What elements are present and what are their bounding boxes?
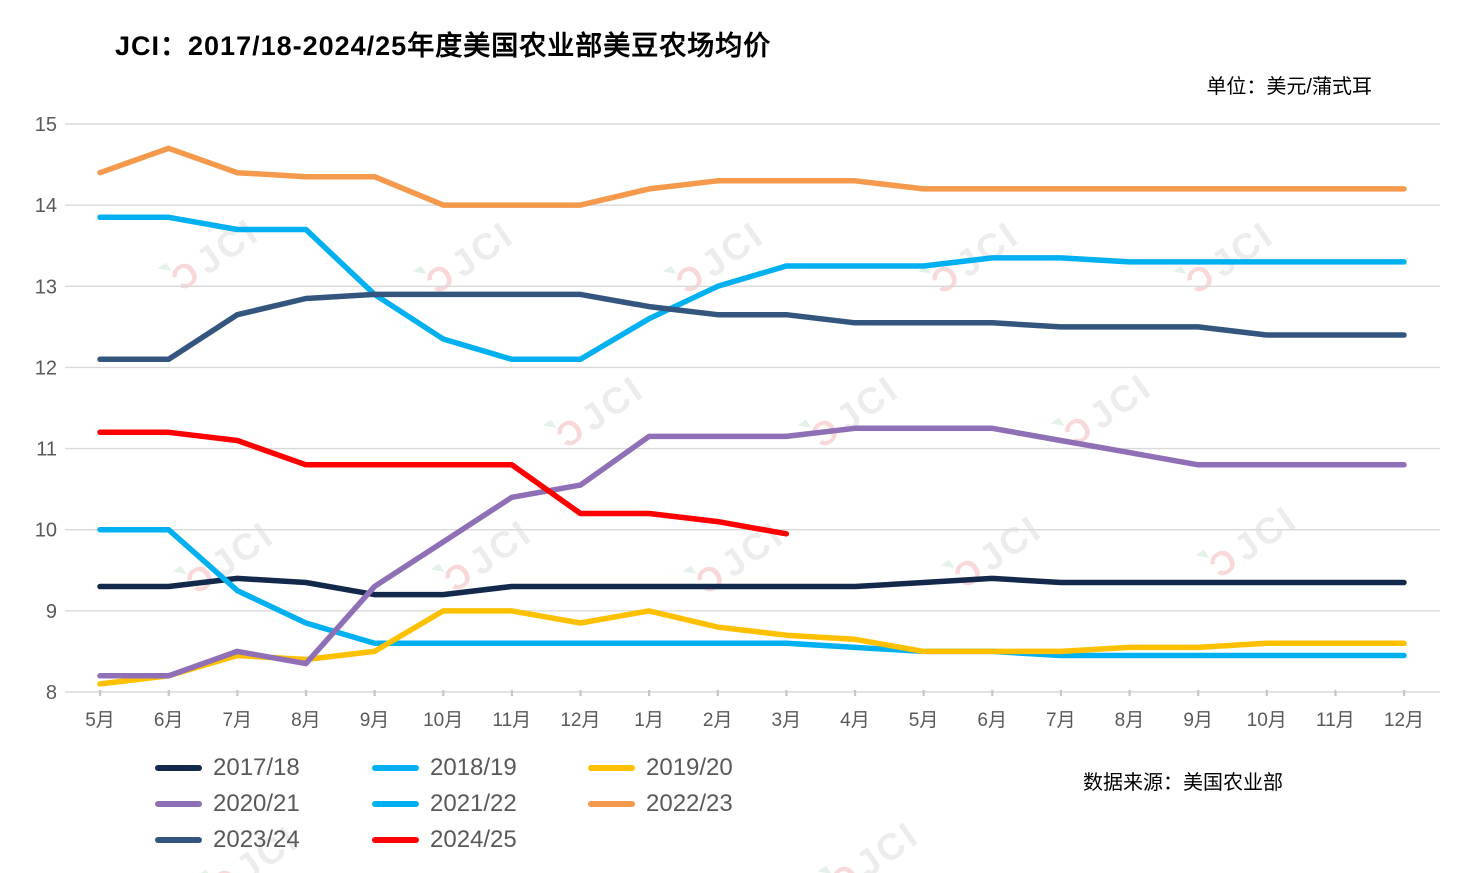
x-axis-tick-label: 9月 (1183, 710, 1213, 731)
legend-item-2021-22: 2021/22 (372, 789, 588, 818)
legend-swatch (372, 800, 419, 807)
legend-item-2018-19: 2018/19 (372, 753, 588, 782)
series-line-2023-24 (97, 291, 1407, 363)
y-axis-tick-label: 9 (46, 601, 57, 623)
x-axis-tick-label: 9月 (360, 710, 390, 731)
x-axis-tick-label: 11月 (492, 710, 531, 731)
x-axis-tick-label: 6月 (977, 710, 1007, 731)
legend-item-2024-25: 2024/25 (372, 825, 588, 854)
x-axis-tick (373, 690, 376, 696)
x-axis-tick-label: 6月 (154, 710, 184, 731)
x-axis-tick (236, 690, 239, 696)
series-line-2018-19 (97, 526, 1407, 659)
x-axis-tick (648, 690, 651, 696)
chart-title: JCI：2017/18-2024/25年度美国农业部美豆农场均价 (115, 31, 772, 61)
y-axis-tick-label: 14 (35, 195, 57, 217)
x-axis-tick (1059, 690, 1063, 696)
series-line-2022-23 (97, 145, 1407, 208)
legend-swatch (155, 764, 202, 771)
x-axis-tick (442, 690, 445, 696)
x-axis-tick-label: 7月 (1046, 710, 1076, 731)
legend-label: 2018/19 (430, 753, 517, 781)
x-axis-tick (167, 690, 170, 696)
legend-swatch (155, 800, 202, 807)
x-axis-tick-label: 3月 (772, 710, 802, 731)
legend-swatch (372, 836, 419, 843)
x-axis-tick-label: 8月 (291, 710, 321, 731)
x-axis-tick (304, 690, 308, 696)
legend-swatch (155, 836, 202, 843)
legend-item-2017-18: 2017/18 (155, 753, 372, 782)
series-line-2020-21 (97, 425, 1407, 679)
x-axis-tick (922, 690, 925, 696)
series-line-2021-22 (97, 214, 1407, 363)
y-axis-tick-label: 8 (46, 682, 57, 704)
y-axis-tick-label: 12 (35, 357, 57, 379)
x-axis-tick-label: 5月 (85, 710, 115, 731)
x-axis-tick-label: 5月 (909, 710, 939, 731)
y-axis-tick-label: 15 (35, 114, 57, 136)
source-label: 数据来源：美国农业部 (1083, 772, 1283, 794)
legend-swatch (372, 764, 419, 771)
legend-item-2019-20: 2019/20 (588, 753, 818, 782)
x-axis-tick (853, 690, 857, 696)
x-axis-tick (991, 690, 994, 696)
x-axis-tick (579, 690, 582, 696)
legend-label: 2021/22 (430, 789, 517, 817)
series-line-2024-25 (97, 429, 790, 537)
legend-swatch (588, 764, 635, 771)
x-axis-tick (1265, 690, 1268, 696)
legend-item-2022-23: 2022/23 (588, 789, 818, 818)
legend-label: 2019/20 (646, 753, 733, 781)
x-axis-tick-label: 2月 (703, 710, 733, 731)
x-axis-tick-label: 1月 (634, 710, 664, 731)
unit-label: 单位：美元/蒲式耳 (1206, 76, 1372, 98)
legend-label: 2017/18 (213, 753, 300, 781)
x-axis-tick-label: 12月 (1384, 710, 1424, 731)
legend-label: 2024/25 (430, 825, 517, 853)
x-axis-tick (510, 690, 513, 696)
x-axis-tick (1197, 690, 1200, 696)
legend-item-2023-24: 2023/24 (155, 825, 372, 854)
y-axis-tick-label: 13 (35, 276, 57, 298)
series-line-2017-18 (97, 575, 1407, 598)
y-axis-tick-label: 10 (35, 520, 57, 542)
legend-item-2020-21: 2020/21 (155, 789, 372, 818)
x-axis-tick-label: 10月 (1247, 710, 1287, 731)
x-axis-tick-label: 10月 (423, 710, 463, 731)
legend-label: 2020/21 (213, 789, 300, 817)
x-axis-tick-label: 11月 (1316, 710, 1355, 731)
legend-swatch (588, 800, 635, 807)
x-axis-tick (716, 690, 719, 696)
x-axis-tick-label: 12月 (560, 710, 600, 731)
x-axis-tick (785, 690, 788, 696)
y-axis-tick-label: 11 (36, 439, 57, 461)
x-axis-tick-label: 7月 (222, 710, 252, 731)
series-line-2019-20 (97, 608, 1407, 687)
x-axis-tick (1128, 690, 1131, 696)
x-axis-tick (99, 690, 102, 696)
x-axis-tick-label: 4月 (840, 710, 870, 731)
legend: 2017/18 2018/19 2019/20 2020/21 2021/22 2022/… (155, 753, 818, 854)
legend-label: 2022/23 (646, 789, 733, 817)
legend-label: 2023/24 (213, 825, 300, 853)
x-axis-tick (1334, 690, 1337, 696)
x-axis-tick-label: 8月 (1115, 710, 1145, 731)
x-axis-tick (1403, 690, 1406, 696)
